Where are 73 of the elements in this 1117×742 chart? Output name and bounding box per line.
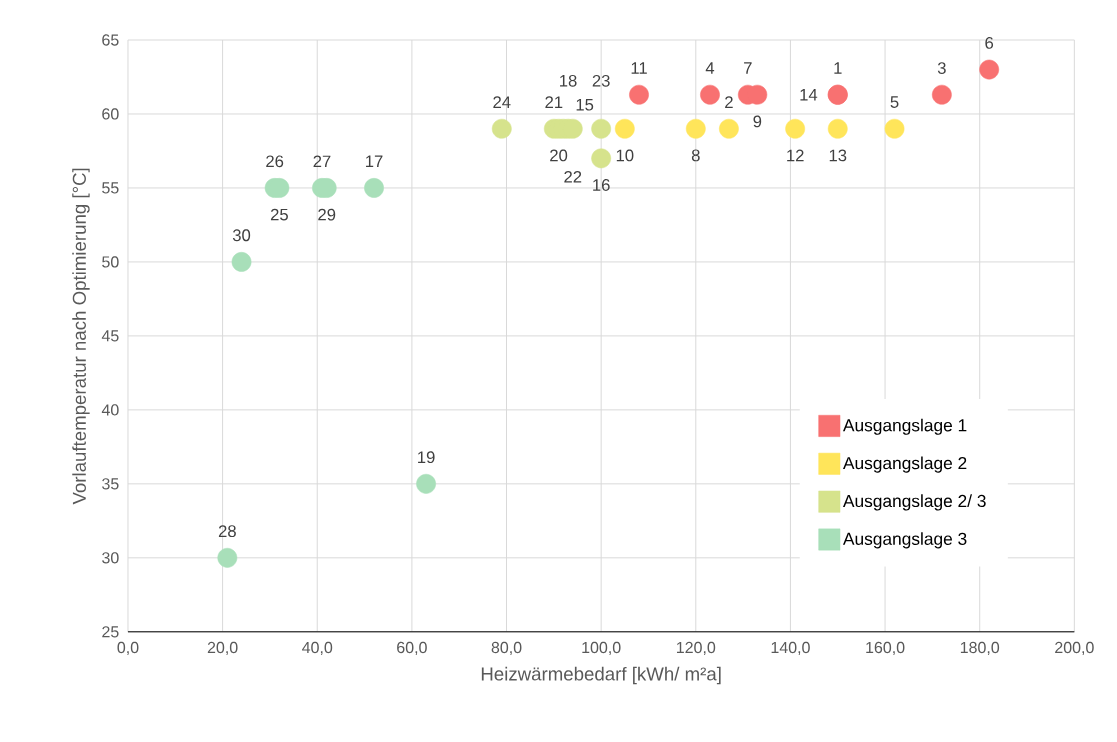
annotation: 28	[218, 525, 236, 538]
point	[231, 252, 252, 272]
annotation: 24	[493, 96, 511, 109]
annotation: 17	[366, 155, 383, 168]
annotation: 21	[545, 96, 563, 109]
annotation: 11	[631, 62, 647, 74]
point	[884, 119, 905, 139]
annotation: 15	[576, 99, 594, 111]
point	[591, 119, 612, 139]
annotation: 10	[616, 149, 634, 162]
x-axis-title: Heizwärmebedarf [kWh/ m²a]	[481, 666, 721, 685]
point	[491, 119, 512, 139]
legend-label: Ausgangslage 3	[842, 532, 967, 549]
annotation: 23	[592, 74, 610, 87]
x-tick-label: 200,0	[1055, 641, 1094, 656]
annotation: 1	[834, 62, 842, 74]
annotation: 6	[985, 37, 994, 49]
point	[931, 84, 952, 105]
y-tick-label: 55	[102, 182, 119, 194]
point	[217, 548, 238, 568]
point	[979, 59, 1000, 80]
annotation: 27	[313, 155, 331, 168]
annotation: 4	[705, 62, 715, 74]
x-tick-label: 120,0	[677, 641, 716, 656]
annotation: 16	[593, 179, 610, 192]
y-tick-label: 60	[102, 108, 119, 120]
point	[827, 119, 848, 139]
point	[700, 84, 720, 105]
annotation: 9	[753, 115, 762, 128]
annotation: 13	[829, 149, 847, 162]
annotation: 29	[318, 208, 336, 221]
x-tick-label: 140,0	[771, 641, 810, 656]
annotation: 14	[800, 89, 818, 101]
y-axis-title: Vorlauftemperatur nach Optimierung [°C]	[72, 168, 90, 505]
point	[364, 178, 384, 198]
annotation: 7	[744, 62, 752, 74]
legend-label: Ausgangslage 1	[842, 418, 967, 435]
x-tick-label: 20,0	[207, 641, 238, 656]
annotation: 30	[232, 229, 251, 242]
annotation: 8	[691, 149, 700, 162]
y-tick-label: 65	[102, 34, 119, 46]
y-tick-label: 25	[102, 626, 119, 638]
point	[591, 148, 612, 169]
annotation: 25	[270, 208, 288, 221]
y-tick-label: 40	[101, 404, 119, 416]
x-tick-label: 0,0	[117, 641, 139, 656]
x-tick-label: 80,0	[491, 641, 522, 656]
x-tick-label: 100,0	[582, 641, 621, 656]
y-tick-label: 35	[102, 478, 119, 490]
annotation: 20	[550, 149, 568, 162]
annotation: 26	[266, 155, 284, 168]
x-tick-label: 60,0	[397, 641, 427, 656]
point	[785, 119, 806, 139]
x-tick-label: 160,0	[866, 641, 905, 656]
legend-label: Ausgangslage 2/ 3	[842, 494, 986, 511]
annotation: 3	[937, 62, 946, 75]
y-tick-label: 45	[101, 330, 119, 342]
x-tick-label: 180,0	[960, 641, 1000, 656]
y-tick-label: 50	[102, 256, 119, 268]
point	[629, 84, 649, 105]
point	[416, 474, 436, 494]
annotation: 22	[564, 171, 582, 183]
annotation: 19	[418, 451, 435, 464]
point	[719, 119, 739, 139]
annotation: 12	[787, 149, 804, 162]
point	[614, 119, 635, 139]
annotation: 18	[560, 74, 577, 87]
x-tick-label: 40,0	[302, 641, 333, 656]
annotation: 2	[725, 96, 733, 109]
point	[685, 119, 706, 139]
y-tick-label: 30	[102, 552, 119, 564]
annotation: 5	[890, 96, 899, 109]
legend-label: Ausgangslage 2	[842, 456, 967, 473]
